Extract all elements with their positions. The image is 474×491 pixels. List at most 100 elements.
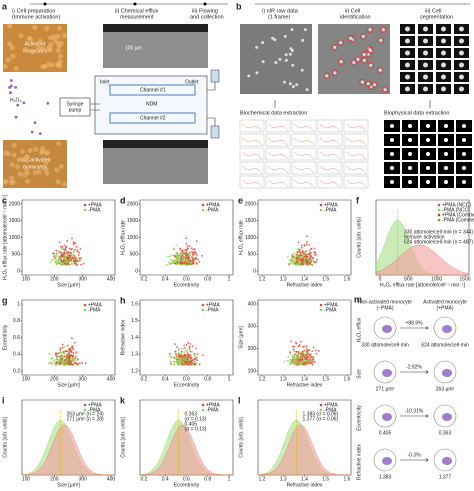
dot (188, 256, 191, 259)
x-tick-label: 0.4 (162, 276, 169, 282)
dot (59, 358, 61, 361)
dot (193, 352, 195, 355)
dot (312, 358, 315, 361)
dot (196, 353, 199, 356)
dot (303, 355, 306, 357)
y-tick-label: 200 (248, 346, 257, 352)
y-tick-label: 1500 (127, 218, 138, 224)
dot (59, 256, 62, 259)
seg-cell (423, 26, 428, 32)
step: i) Cell preparation (12, 8, 55, 14)
cell (282, 80, 286, 84)
cell (50, 62, 56, 68)
pump (59, 97, 91, 117)
dot (298, 249, 300, 251)
dot (71, 247, 73, 250)
dot (299, 256, 302, 259)
cell (44, 25, 50, 31)
dot (180, 358, 183, 360)
y-tick-label: 1 (17, 301, 20, 307)
cell (22, 156, 28, 162)
dot (179, 247, 181, 250)
dot (300, 363, 303, 365)
dot (303, 359, 306, 362)
dot (177, 261, 180, 264)
dot (293, 256, 296, 258)
y-axis-label: Refractive index (120, 319, 126, 355)
cell (40, 64, 46, 70)
dot (53, 359, 56, 361)
trace (267, 165, 289, 174)
dot (63, 251, 66, 253)
dot (314, 251, 317, 254)
h2o2 (9, 91, 12, 95)
x-tick-label: 400 (107, 276, 116, 282)
seg-cell (459, 26, 464, 32)
dot (308, 244, 311, 246)
phys-cell (444, 180, 448, 184)
dot (310, 255, 313, 258)
dot (72, 241, 75, 244)
x-tick-label: 0.4 (162, 376, 169, 382)
dot (73, 341, 76, 344)
dot (295, 356, 298, 359)
phys-cell (462, 180, 466, 184)
dot (65, 252, 67, 254)
dot (198, 363, 201, 366)
cell-id (377, 37, 385, 44)
dot (306, 362, 308, 365)
dot (68, 264, 70, 266)
y-axis-label: Counts [arb. units] (2, 417, 8, 458)
cell (43, 160, 49, 166)
y-tick-label: 0.8 (13, 318, 20, 324)
dot (175, 354, 177, 357)
dot (299, 254, 301, 257)
dot (191, 253, 194, 256)
cell (325, 74, 329, 78)
arrow (400, 458, 429, 462)
dot (65, 361, 67, 364)
dot (66, 344, 69, 347)
dot (49, 361, 52, 364)
cell (24, 170, 30, 176)
phys-cell (426, 138, 430, 142)
dot (176, 346, 178, 348)
x-tick-label: 100 (22, 376, 31, 382)
trace (267, 123, 289, 132)
cell (5, 57, 11, 63)
legend-label: +PMA (324, 402, 338, 408)
dot (168, 261, 170, 264)
seg-cell (423, 74, 428, 80)
dot (181, 249, 184, 252)
cell-id (366, 26, 374, 33)
dot (190, 359, 193, 361)
dot (194, 257, 197, 259)
dot (54, 364, 57, 366)
step: identification (340, 14, 371, 20)
dot (301, 358, 304, 361)
dot (71, 359, 73, 362)
dot (53, 255, 55, 258)
cell (22, 46, 28, 52)
y-axis-label: Size [µm²] (238, 326, 244, 349)
axes (139, 199, 234, 276)
dot (59, 255, 62, 257)
dot (295, 254, 298, 257)
dot (312, 260, 315, 263)
dot (308, 255, 311, 258)
trace-tile (317, 161, 343, 175)
cell-outline (373, 404, 397, 428)
cell (7, 41, 13, 47)
dot (81, 362, 84, 364)
dot (295, 256, 298, 259)
dot (70, 360, 72, 363)
legend-label: -PMA (324, 207, 337, 213)
cell (48, 41, 54, 47)
chip-edge (103, 24, 208, 32)
dot (187, 363, 190, 366)
cell (255, 71, 259, 75)
trace-tile (343, 133, 369, 147)
x-tick-label: 0 (379, 276, 382, 282)
dot (301, 355, 304, 358)
x-tick-label: 1.3 (280, 376, 287, 382)
